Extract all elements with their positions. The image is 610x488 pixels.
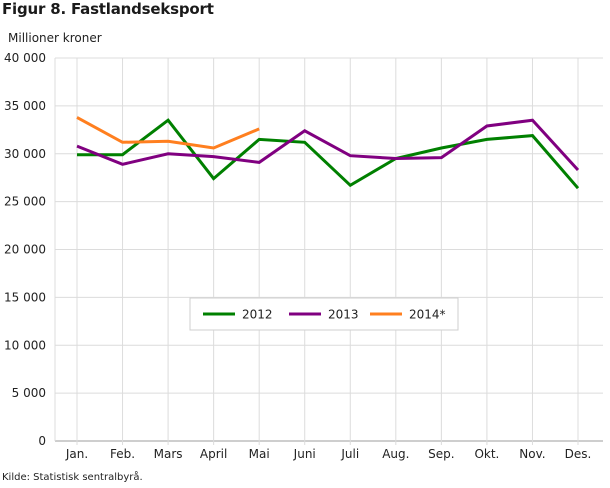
y-tick-label: 20 000 <box>4 243 46 257</box>
y-tick-label: 30 000 <box>4 147 46 161</box>
x-tick-label: Des. <box>565 447 592 461</box>
legend-label: 2012 <box>242 308 273 322</box>
y-tick-label: 5 000 <box>12 386 46 400</box>
x-tick-label: Nov. <box>519 447 545 461</box>
series-line-2014 <box>76 116 260 150</box>
y-tick-label: 25 000 <box>4 195 46 209</box>
y-axis-unit-label: Millioner kroner <box>8 31 102 45</box>
x-tick-label: Aug. <box>382 447 409 461</box>
chart-title: Figur 8. Fastlandseksport <box>2 0 214 18</box>
y-axis-ticks: 0 5 000 10 000 15 000 20 000 25 000 30 000 35 0… <box>4 51 46 448</box>
x-tick-label: Juni <box>293 447 316 461</box>
y-tick-label: 15 000 <box>4 290 46 304</box>
y-tick-label: 10 000 <box>4 338 46 352</box>
x-tick-label: Mai <box>249 447 270 461</box>
legend-label: 2014* <box>409 308 446 322</box>
source-note: Kilde: Statistisk sentralbyrå. <box>2 472 143 483</box>
x-tick-label: April <box>200 447 227 461</box>
series-line-2013 <box>76 118 580 172</box>
x-tick-label: Feb. <box>110 447 135 461</box>
legend-label: 2013 <box>328 308 359 322</box>
gridlines <box>54 57 603 445</box>
x-tick-label: Okt. <box>474 447 499 461</box>
y-tick-label: 0 <box>38 434 46 448</box>
legend: 2012 2013 2014* <box>189 297 459 331</box>
data-series <box>76 116 580 190</box>
x-tick-label: Jan. <box>65 447 88 461</box>
y-tick-label: 40 000 <box>4 51 46 65</box>
series-line-2012 <box>77 118 580 190</box>
x-tick-label: Sep. <box>428 447 454 461</box>
x-tick-label: Juli <box>340 447 359 461</box>
y-tick-label: 35 000 <box>4 99 46 113</box>
x-axis-ticks: Jan. Feb. Mars April Mai Juni Juli Aug. Sep. Okt.… <box>65 447 592 461</box>
x-tick-label: Mars <box>154 447 183 461</box>
